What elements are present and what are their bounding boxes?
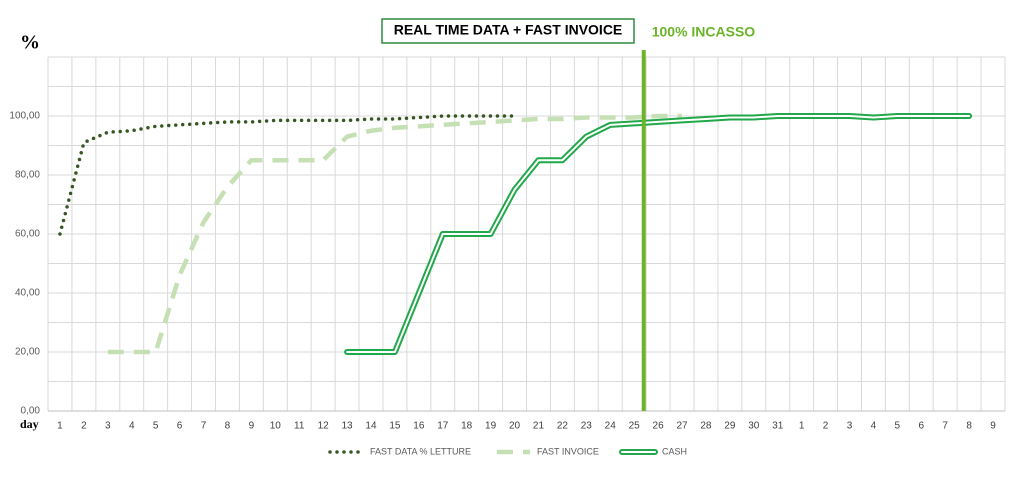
y-tick-label: 0,00 xyxy=(21,406,41,417)
line xyxy=(58,114,517,236)
x-tick-label: 14 xyxy=(365,421,377,432)
x-tick-label: 18 xyxy=(461,421,473,432)
title-box xyxy=(381,18,635,44)
x-tick-label: 22 xyxy=(557,421,569,432)
x-tick-label: 8 xyxy=(966,421,972,432)
x-tick-label: 9 xyxy=(990,421,996,432)
x-axis-label: day xyxy=(20,417,39,431)
y-axis-label: % xyxy=(20,32,40,54)
line xyxy=(107,113,683,355)
y-tick-label: 60,00 xyxy=(15,229,40,240)
y-tick-label: 20,00 xyxy=(15,347,40,358)
x-tick-label: 17 xyxy=(437,421,449,432)
y-tick-label: 80,00 xyxy=(15,170,40,181)
x-tick-label: 5 xyxy=(895,421,901,432)
x-tick-label: 25 xyxy=(629,421,641,432)
line-inner xyxy=(346,115,971,353)
x-tick-label: 2 xyxy=(81,421,87,432)
x-tick-label: 20 xyxy=(509,421,521,432)
x-tick-label: 15 xyxy=(389,421,401,432)
x-tick-label: 2 xyxy=(823,421,829,432)
x-tick-label: 27 xyxy=(676,421,688,432)
x-tick-label: 16 xyxy=(413,421,425,432)
x-tick-label: 3 xyxy=(105,421,111,432)
x-tick-label: 8 xyxy=(225,421,231,432)
x-tick-label: 28 xyxy=(700,421,712,432)
legend-label: CASH xyxy=(662,446,687,456)
y-tick-label: 100,00 xyxy=(9,111,40,122)
x-tick-label: 24 xyxy=(605,421,617,432)
x-tick-label: 10 xyxy=(270,421,282,432)
chart-title: REAL TIME DATA + FAST INVOICE xyxy=(394,22,623,38)
x-tick-label: 21 xyxy=(533,421,545,432)
x-tick-label: 26 xyxy=(653,421,665,432)
x-tick-label: 6 xyxy=(918,421,924,432)
x-tick-label: 3 xyxy=(847,421,853,432)
x-tick-label: 7 xyxy=(201,421,207,432)
x-tick-label: 7 xyxy=(942,421,948,432)
x-tick-label: 12 xyxy=(318,421,330,432)
x-tick-label: 19 xyxy=(485,421,497,432)
x-tick-label: 29 xyxy=(724,421,736,432)
x-tick-label: 9 xyxy=(249,421,255,432)
x-tick-label: 23 xyxy=(581,421,593,432)
x-tick-label: 1 xyxy=(799,421,805,432)
x-tick-label: 31 xyxy=(772,421,784,432)
x-tick-label: 1 xyxy=(57,421,63,432)
x-tick-label: 11 xyxy=(294,421,305,432)
x-tick-label: 6 xyxy=(177,421,183,432)
x-tick-label: 13 xyxy=(342,421,354,432)
x-tick-label: 5 xyxy=(153,421,159,432)
x-tick-label: 4 xyxy=(129,421,135,432)
x-tick-label: 4 xyxy=(871,421,877,432)
x-tick-label: 30 xyxy=(748,421,760,432)
y-tick-label: 40,00 xyxy=(15,288,40,299)
legend-label: FAST INVOICE xyxy=(537,446,599,456)
marker-label: 100% INCASSO xyxy=(652,24,756,40)
legend-label: FAST DATA % LETTURE xyxy=(370,446,471,456)
